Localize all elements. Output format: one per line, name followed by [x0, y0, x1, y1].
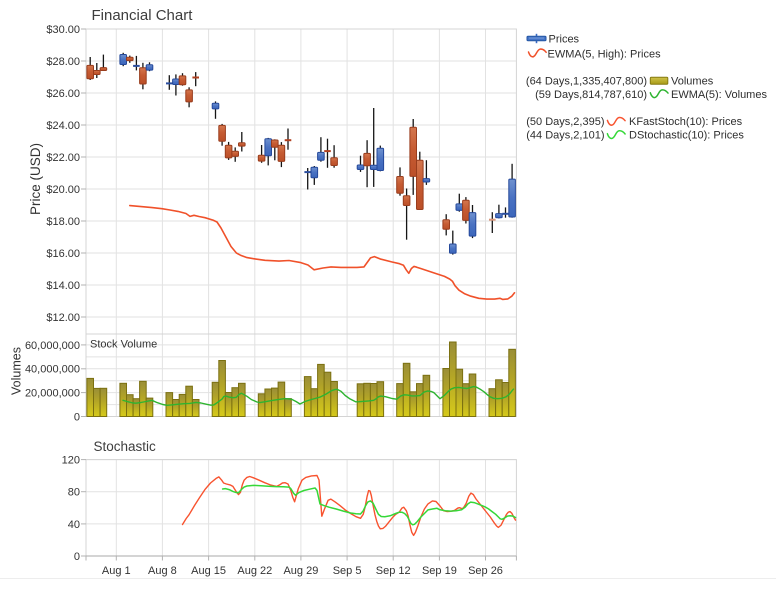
- svg-text:$14.00: $14.00: [46, 280, 80, 292]
- svg-text:120: 120: [62, 455, 80, 467]
- svg-text:$16.00: $16.00: [46, 248, 80, 260]
- svg-text:$30.00: $30.00: [46, 24, 80, 36]
- svg-text:Stochastic: Stochastic: [94, 439, 157, 454]
- svg-text:Financial Chart: Financial Chart: [92, 7, 194, 24]
- svg-text:Price (USD): Price (USD): [28, 143, 43, 215]
- svg-text:Aug 15: Aug 15: [191, 565, 226, 577]
- svg-text:EWMA(5, High): Prices: EWMA(5, High): Prices: [548, 49, 662, 61]
- svg-text:DStochastic(10): Prices: DStochastic(10): Prices: [629, 130, 744, 142]
- svg-text:$28.00: $28.00: [46, 56, 80, 68]
- svg-text:80: 80: [68, 487, 80, 499]
- svg-text:EWMA(5): Volumes: EWMA(5): Volumes: [671, 89, 767, 101]
- svg-text:$26.00: $26.00: [46, 88, 80, 100]
- svg-text:Aug 1: Aug 1: [102, 565, 131, 577]
- svg-text:Sep 26: Sep 26: [468, 565, 503, 577]
- svg-text:Sep 19: Sep 19: [422, 565, 457, 577]
- svg-text:40: 40: [68, 519, 80, 531]
- svg-text:Aug 22: Aug 22: [237, 565, 272, 577]
- svg-text:$24.00: $24.00: [46, 120, 80, 132]
- svg-text:40,000,000: 40,000,000: [25, 364, 80, 376]
- svg-text:0: 0: [74, 551, 80, 563]
- svg-text:Aug 8: Aug 8: [148, 565, 177, 577]
- svg-text:60,000,000: 60,000,000: [25, 340, 80, 352]
- svg-text:Sep 5: Sep 5: [333, 565, 362, 577]
- svg-text:(59 Days,814,787,610): (59 Days,814,787,610): [535, 89, 647, 101]
- svg-text:Prices: Prices: [549, 34, 580, 46]
- svg-text:0: 0: [74, 411, 80, 423]
- svg-text:$18.00: $18.00: [46, 216, 80, 228]
- svg-text:$20.00: $20.00: [46, 184, 80, 196]
- svg-text:(50 Days,2,395): (50 Days,2,395): [526, 116, 604, 128]
- svg-text:KFastStoch(10): Prices: KFastStoch(10): Prices: [629, 116, 743, 128]
- svg-text:$22.00: $22.00: [46, 152, 80, 164]
- svg-text:(44 Days,2,101): (44 Days,2,101): [526, 130, 604, 142]
- svg-text:Stock Volume: Stock Volume: [90, 339, 157, 351]
- svg-text:Sep 12: Sep 12: [376, 565, 411, 577]
- svg-text:Volumes: Volumes: [671, 76, 714, 88]
- svg-text:$12.00: $12.00: [46, 312, 80, 324]
- svg-text:Volumes: Volumes: [10, 347, 24, 395]
- svg-text:20,000,000: 20,000,000: [25, 388, 80, 400]
- svg-text:Aug 29: Aug 29: [283, 565, 318, 577]
- svg-text:(64 Days,1,335,407,800): (64 Days,1,335,407,800): [526, 76, 647, 88]
